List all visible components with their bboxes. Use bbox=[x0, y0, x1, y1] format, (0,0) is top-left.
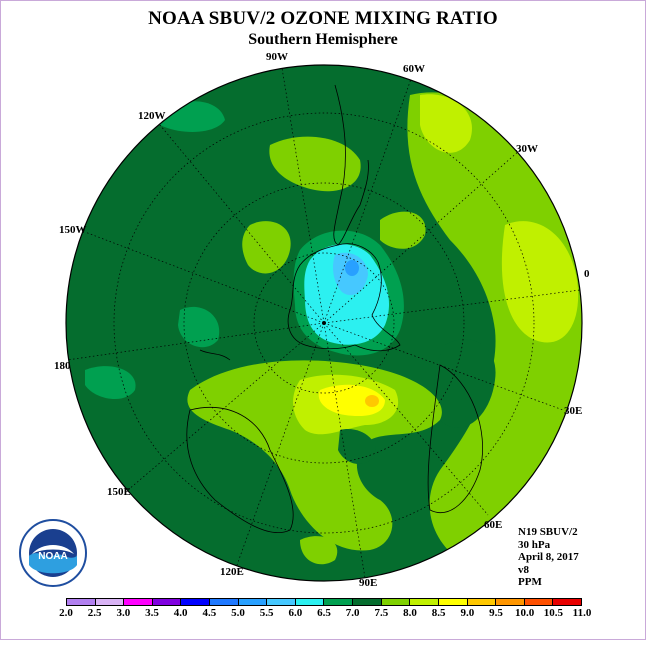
colorbar-ticks: 2.0 2.5 3.0 3.5 4.0 4.5 5.0 5.5 6.0 6.5 7.0 7.5 8.0 8… bbox=[48, 607, 600, 621]
colorbar-tick-label: 10.0 bbox=[515, 607, 535, 619]
colorbar-swatch bbox=[152, 599, 182, 605]
lon-label-60e: 60E bbox=[484, 519, 503, 531]
colorbar-tick-label: 4.5 bbox=[202, 607, 217, 619]
colorbar-swatch bbox=[438, 599, 468, 605]
contour-7-5-north bbox=[269, 136, 361, 192]
lon-label-120w: 120W bbox=[138, 110, 166, 122]
contour-4-5 bbox=[345, 260, 359, 276]
lon-label-120e: 120E bbox=[220, 566, 244, 578]
colorbar-tick-label: 10.5 bbox=[543, 607, 563, 619]
map-boundary bbox=[65, 64, 583, 582]
contour-6-5-w2 bbox=[178, 306, 220, 348]
info-block: N19 SBUV/2 30 hPa April 8, 2017 v8 PPM bbox=[518, 526, 579, 589]
ozone-field bbox=[66, 65, 582, 581]
info-units: PPM bbox=[518, 576, 542, 588]
australia-coast bbox=[186, 407, 294, 534]
colorbar-tick-label: 8.5 bbox=[431, 607, 446, 619]
colorbar-tick-label: 3.0 bbox=[116, 607, 131, 619]
colorbar-tick-label: 4.0 bbox=[173, 607, 188, 619]
antarctica-coast bbox=[287, 243, 401, 352]
contour-7-5-s2 bbox=[300, 536, 338, 565]
lon-label-30w: 30W bbox=[516, 143, 538, 155]
colorbar-tick-label: 7.0 bbox=[345, 607, 360, 619]
graticule bbox=[66, 67, 581, 579]
map-subtitle: Southern Hemisphere bbox=[248, 31, 398, 48]
colorbar-tick-label: 2.0 bbox=[59, 607, 73, 619]
info-level: 30 hPa bbox=[518, 538, 551, 551]
colorbar-swatch bbox=[181, 599, 211, 605]
colorbar-swatch bbox=[381, 599, 411, 605]
contour-7-5-east bbox=[407, 92, 582, 560]
colorbar-swatch bbox=[267, 599, 296, 605]
lon-label-60w: 60W bbox=[403, 63, 425, 75]
lon-label-150w: 150W bbox=[59, 224, 87, 236]
coastlines bbox=[186, 84, 483, 534]
contour-8-0-east bbox=[501, 221, 579, 343]
colorbar-swatch bbox=[410, 599, 439, 605]
lon-label-150e: 150E bbox=[107, 486, 131, 498]
colorbar-swatch bbox=[353, 599, 382, 605]
noaa-logo-text: NOAA bbox=[38, 551, 67, 562]
contour-7-5-n2 bbox=[380, 211, 426, 249]
contour-7-5-nw2 bbox=[242, 221, 291, 274]
colorbar-tick-label: 9.5 bbox=[489, 607, 503, 619]
contour-6-5-west bbox=[85, 366, 136, 400]
colorbar-swatch bbox=[553, 599, 581, 605]
colorbar-swatch bbox=[295, 599, 325, 605]
noaa-logo: NOAA bbox=[19, 519, 87, 587]
colorbar-tick-label: 3.5 bbox=[145, 607, 159, 619]
colorbar-tick-label: 5.0 bbox=[231, 607, 245, 619]
south-pole-marker bbox=[322, 321, 326, 325]
africa-coast bbox=[427, 364, 483, 513]
info-version: v8 bbox=[518, 563, 529, 576]
lon-label-90e: 90E bbox=[359, 577, 378, 589]
info-satellite: N19 SBUV/2 bbox=[518, 526, 578, 538]
lon-label-0: 0 bbox=[584, 268, 590, 280]
colorbar-tick-label: 5.5 bbox=[259, 607, 274, 619]
colorbar-swatch bbox=[210, 599, 239, 605]
colorbar-swatch bbox=[95, 599, 125, 605]
colorbar-tick-label: 9.0 bbox=[460, 607, 475, 619]
colorbar-tick-label: 11.0 bbox=[572, 607, 592, 619]
contour-8-5 bbox=[318, 384, 385, 417]
south-america-coast bbox=[333, 84, 369, 246]
contour-7-0-south-hole bbox=[338, 429, 376, 465]
contour-9-0 bbox=[365, 395, 379, 407]
colorbar-swatch bbox=[67, 599, 96, 605]
colorbar-swatch bbox=[124, 599, 153, 605]
colorbar-swatch bbox=[324, 599, 354, 605]
colorbar-tick-label: 8.0 bbox=[403, 607, 417, 619]
colorbar-swatch bbox=[238, 599, 268, 605]
colorbar-swatch bbox=[467, 599, 497, 605]
colorbar-swatch bbox=[524, 599, 554, 605]
lon-label-180: 180 bbox=[54, 360, 71, 372]
lon-label-90w: 90W bbox=[266, 51, 288, 63]
contour-8-0-ne bbox=[420, 94, 472, 153]
colorbar-tick-label: 2.5 bbox=[87, 607, 102, 619]
map-title: NOAA SBUV/2 OZONE MIXING RATIO bbox=[148, 8, 498, 29]
lon-label-30e: 30E bbox=[564, 405, 583, 417]
colorbar-tick-label: 6.0 bbox=[288, 607, 303, 619]
info-date: April 8, 2017 bbox=[518, 551, 579, 563]
contour-7-0-east-strip bbox=[434, 339, 496, 428]
colorbar-swatch bbox=[496, 599, 525, 605]
colorbar bbox=[66, 598, 582, 606]
nz-coast bbox=[199, 349, 231, 361]
colorbar-tick-label: 7.5 bbox=[374, 607, 389, 619]
colorbar-tick-label: 6.5 bbox=[317, 607, 331, 619]
